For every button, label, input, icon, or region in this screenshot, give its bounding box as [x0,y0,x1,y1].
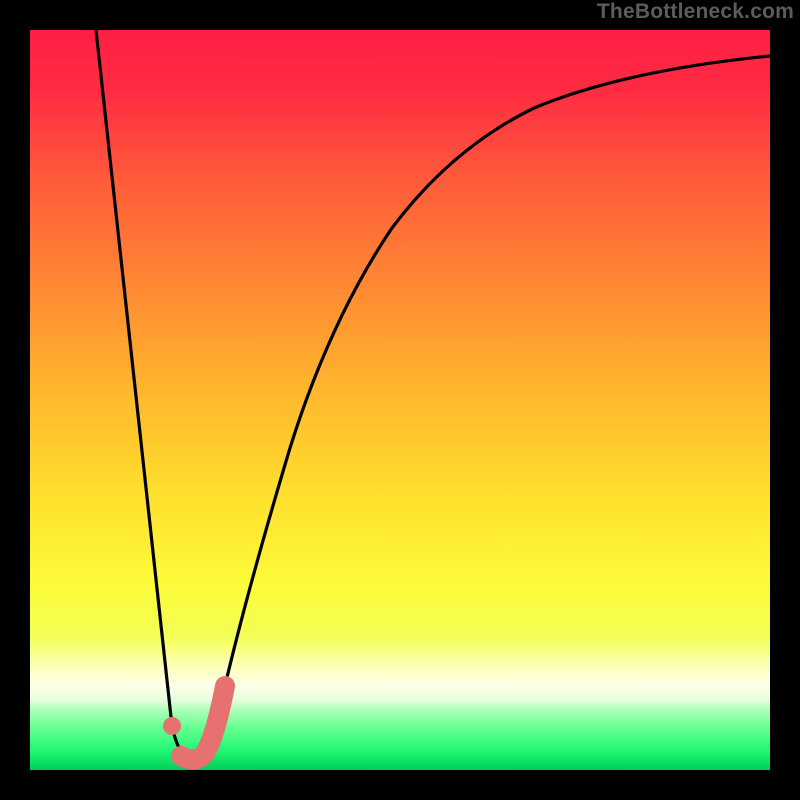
watermark-text: TheBottleneck.com [597,0,794,24]
chart-stage: TheBottleneck.com [0,0,800,800]
curve-marker-dot [163,717,181,735]
bottleneck-chart [0,0,800,800]
plot-area [30,30,770,770]
